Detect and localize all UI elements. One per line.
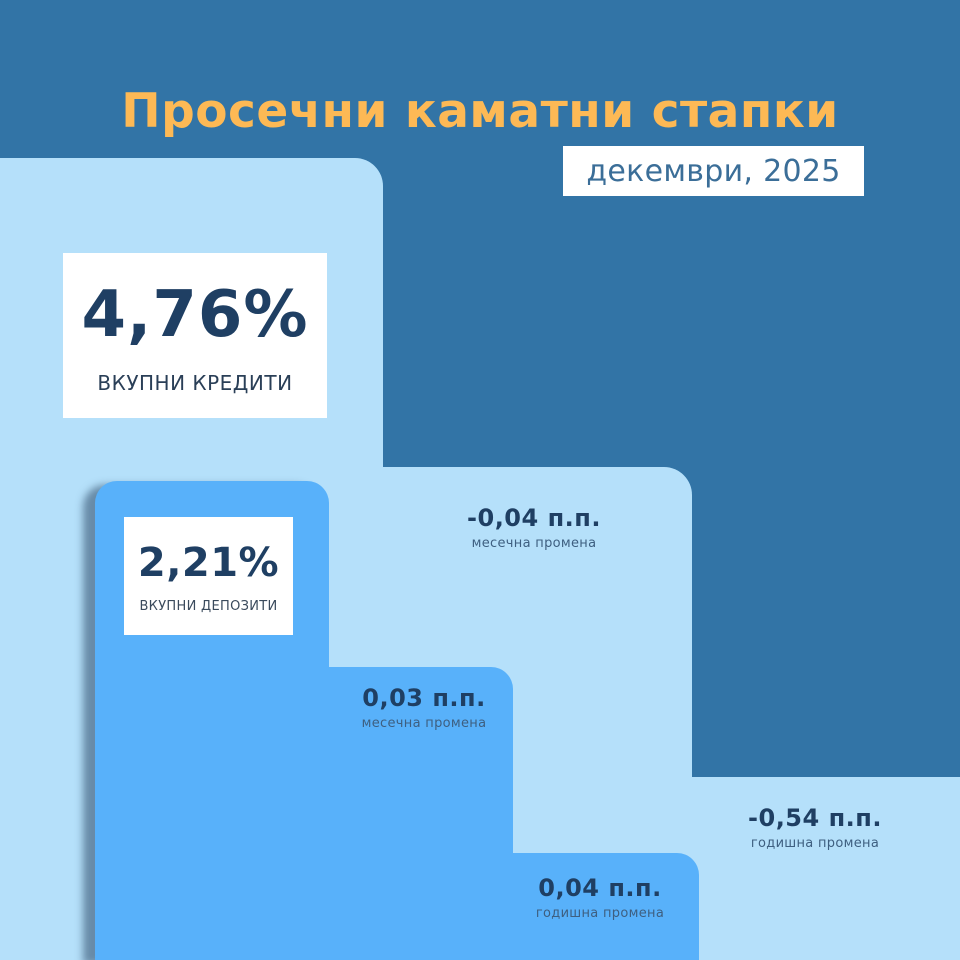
loans-annual-change: -0,54 п.п. годишна промена <box>715 806 915 851</box>
deposits-annual-change-label: годишна промена <box>535 906 665 921</box>
loans-rate-card: 4,76% ВКУПНИ КРЕДИТИ <box>63 253 327 418</box>
loans-monthly-change-label: месечна промена <box>471 536 597 551</box>
loans-annual-change-value: -0,54 п.п. <box>748 804 882 832</box>
period-badge: декември, 2025 <box>563 146 864 196</box>
loans-monthly-change-value: -0,04 п.п. <box>467 504 601 532</box>
loans-annual-change-label: годишна промена <box>750 836 880 851</box>
loans-rate-value: 4,76% <box>81 277 309 352</box>
period-text: декември, 2025 <box>586 153 841 189</box>
deposits-annual-change-value: 0,04 п.п. <box>538 874 662 902</box>
deposits-monthly-change-label: месечна промена <box>361 716 487 731</box>
deposits-staircase-step-3 <box>95 853 699 960</box>
deposits-rate-card: 2,21% ВКУПНИ ДЕПОЗИТИ <box>124 517 293 635</box>
page-title: Просечни каматни стапки <box>121 84 839 139</box>
deposits-rate-label: ВКУПНИ ДЕПОЗИТИ <box>139 598 278 614</box>
deposits-monthly-change-value: 0,03 п.п. <box>362 684 486 712</box>
deposits-monthly-change: 0,03 п.п. месечна промена <box>324 686 524 731</box>
deposits-rate-value: 2,21% <box>137 539 280 586</box>
loans-rate-label: ВКУПНИ КРЕДИТИ <box>97 370 293 395</box>
deposits-annual-change: 0,04 п.п. годишна промена <box>500 876 700 921</box>
loans-monthly-change: -0,04 п.п. месечна промена <box>434 506 634 551</box>
